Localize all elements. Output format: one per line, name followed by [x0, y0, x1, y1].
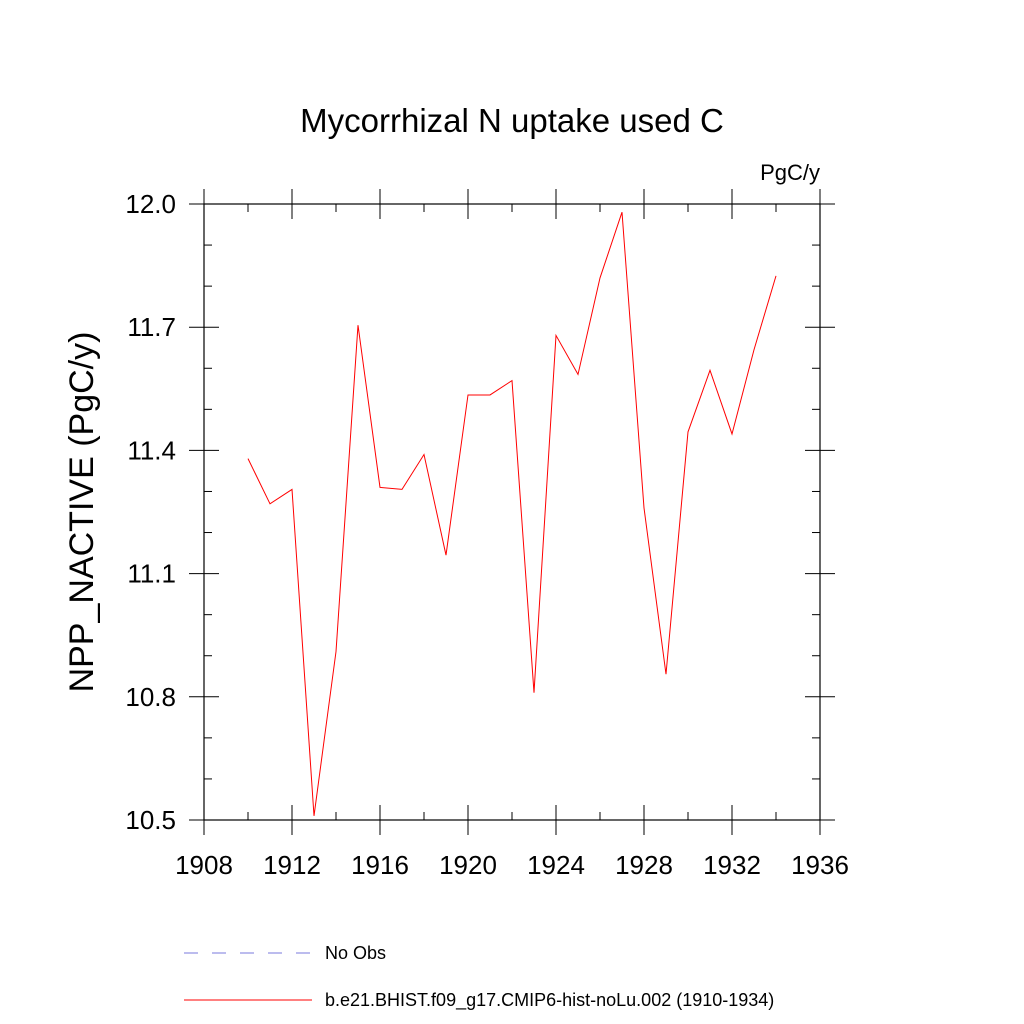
axis-ticks	[189, 189, 835, 835]
y-tick-label: 10.5	[125, 805, 176, 835]
x-tick-label: 1928	[615, 850, 673, 880]
x-tick-label: 1932	[703, 850, 761, 880]
y-axis-label: NPP_NACTIVE (PgC/y)	[63, 332, 101, 693]
y-tick-label: 12.0	[125, 189, 176, 219]
chart-title: Mycorrhizal N uptake used C	[300, 102, 724, 139]
plot-frame	[203, 203, 821, 821]
x-tick-label: 1912	[263, 850, 321, 880]
x-tick-label: 1908	[175, 850, 233, 880]
x-tick-label: 1920	[439, 850, 497, 880]
y-tick-label: 11.7	[127, 312, 176, 342]
series-layer	[247, 212, 777, 816]
legend: No Obs b.e21.BHIST.f09_g17.CMIP6-hist-no…	[184, 943, 774, 1011]
y-tick-label: 10.8	[125, 682, 176, 712]
x-tick-label: 1936	[791, 850, 849, 880]
x-tick-label: 1916	[351, 850, 409, 880]
y-tick-label: 11.1	[127, 559, 176, 589]
y-tick-label: 11.4	[127, 435, 176, 465]
x-tick-label: 1924	[527, 850, 585, 880]
legend-label-no-obs: No Obs	[325, 943, 386, 963]
units-label: PgC/y	[760, 160, 820, 185]
series-line	[247, 212, 777, 816]
legend-label-model: b.e21.BHIST.f09_g17.CMIP6-hist-noLu.002 …	[325, 990, 774, 1011]
x-tick-labels: 1908 1912 1916 1920 1924 1928 1932 1936	[175, 850, 849, 880]
y-tick-labels: 10.5 10.8 11.1 11.4 11.7 12.0	[125, 189, 176, 835]
